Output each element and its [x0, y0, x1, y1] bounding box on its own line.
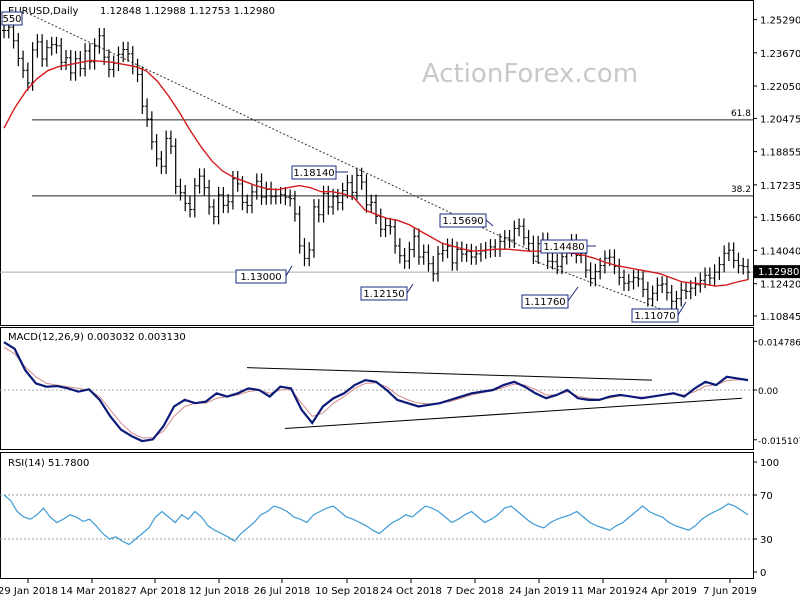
date-axis-label: 14 Mar 2018 — [60, 586, 123, 597]
swing-label: 1.18140 — [293, 168, 334, 179]
date-axis-label: 24 Jan 2019 — [509, 586, 569, 597]
fib-label: 61.8 — [731, 109, 751, 119]
swing-label: 1.13000 — [240, 272, 281, 283]
rsi-axis-label: 0 — [760, 568, 766, 579]
swing-label-box — [360, 286, 408, 301]
swing-label-box — [521, 294, 569, 309]
date-axis-label: 12 Jun 2018 — [189, 586, 249, 597]
swing-label: 1.11070 — [634, 311, 675, 322]
current-price-tag — [754, 265, 800, 279]
price-axis-label: 1.12420 — [760, 280, 800, 291]
date-axis-label: 7 Dec 2018 — [446, 586, 504, 597]
macd-title: MACD(12,26,9) 0.003032 0.003130 — [8, 332, 186, 343]
swing-label-leader — [567, 286, 579, 302]
swing-label: 1.11760 — [524, 297, 565, 308]
price-axis-label: 1.23670 — [760, 49, 800, 60]
swing-label-leader — [677, 301, 687, 316]
rsi-title: RSI(14) 51.7800 — [8, 458, 89, 469]
date-axis-label: 7 Jun 2019 — [703, 586, 757, 597]
swing-label-box — [1, 11, 23, 26]
date-axis-label: 24 Oct 2018 — [380, 586, 442, 597]
price-axis-label: 1.17235 — [760, 181, 800, 192]
swing-label: 1.12150 — [363, 289, 404, 300]
macd-lower-trendline — [284, 397, 743, 430]
swing-label: 1.14480 — [543, 242, 584, 253]
macd-axis-label: -0.015107 — [758, 437, 800, 447]
price-axis-label: 1.10845 — [760, 312, 800, 323]
rsi-axis-label: 100 — [760, 458, 779, 469]
rsi-axis-label: 70 — [760, 491, 773, 502]
macd-axis-label: 0.00 — [758, 387, 778, 397]
rsi-line — [3, 494, 749, 546]
price-axis-label: 1.15660 — [760, 213, 800, 224]
swing-label: 550 — [2, 14, 21, 25]
swing-label-leader — [285, 265, 293, 277]
price-axis-label: 1.18855 — [760, 148, 800, 159]
macd-upper-trendline — [246, 367, 653, 381]
price-panel-frame — [0, 0, 754, 326]
swing-label-box — [631, 308, 679, 323]
rsi-panel-frame — [0, 452, 754, 579]
price-axis-label: 1.14040 — [760, 246, 800, 257]
down-trendline — [29, 13, 531, 251]
price-axis-label: 1.22050 — [760, 82, 800, 93]
macd-panel-frame — [0, 327, 754, 450]
date-axis-label: 24 Apr 2019 — [635, 586, 697, 597]
price-axis-label: 1.20475 — [760, 114, 800, 125]
date-axis-label: 26 Jul 2018 — [254, 586, 311, 597]
date-axis-label: 10 Sep 2018 — [315, 586, 378, 597]
rsi-axis-label: 30 — [760, 535, 773, 546]
swing-label-box — [235, 269, 287, 284]
macd-line — [3, 341, 749, 443]
symbol-label: EURUSD,Daily — [8, 6, 79, 17]
date-axis-label: 11 Mar 2019 — [571, 586, 634, 597]
swing-label-leader — [406, 283, 414, 294]
ohlc-label: 1.12848 1.12988 1.12753 1.12980 — [100, 6, 275, 17]
swing-label: 1.15690 — [442, 216, 483, 227]
macd-axis-label: 0.014786 — [758, 338, 800, 348]
price-axis-label: 1.25290 — [760, 16, 800, 27]
watermark: ActionForex.com — [422, 59, 638, 89]
date-axis-label: 29 Jan 2018 — [0, 586, 58, 597]
moving-average-line — [3, 59, 749, 287]
fib-label: 38.2 — [731, 185, 751, 195]
current-price-value: 1.12980 — [758, 267, 799, 278]
date-axis-label: 27 Apr 2018 — [124, 586, 186, 597]
swing-label-leader — [485, 219, 494, 227]
